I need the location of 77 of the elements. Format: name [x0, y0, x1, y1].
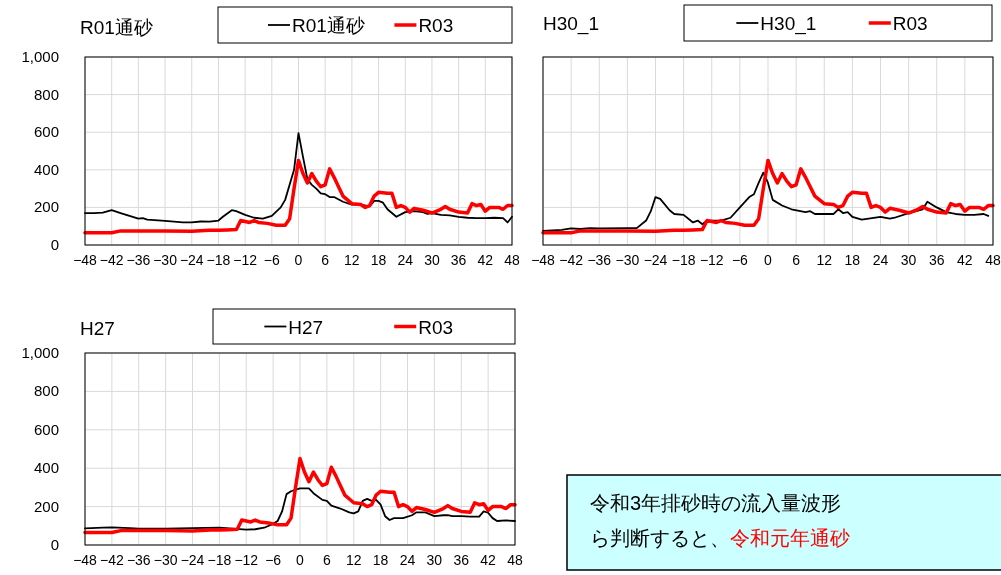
y-tick-label: 800: [33, 85, 59, 103]
x-tick-label: 0: [296, 552, 305, 568]
x-tick-label: 30: [426, 552, 443, 568]
x-tick-label: 30: [900, 252, 917, 268]
y-tick-label: 600: [33, 123, 59, 141]
x-tick-label: −18: [671, 252, 696, 268]
x-tick-label: 30: [424, 252, 440, 268]
legend-label: H30_1: [760, 13, 817, 35]
x-tick-label: −30: [153, 552, 178, 568]
x-tick-label: −18: [207, 552, 232, 568]
y-tick-label: 1,000: [21, 48, 59, 65]
x-tick-label: 24: [399, 552, 416, 568]
x-tick-label: −36: [126, 252, 151, 268]
x-tick-label: 18: [372, 552, 389, 568]
x-tick-label: 48: [504, 252, 520, 268]
text: ら判断すると、: [590, 527, 730, 549]
x-tick-label: 6: [321, 252, 330, 268]
line-series: [83, 158, 514, 235]
x-tick-label: 42: [477, 252, 494, 268]
x-tick-label: 0: [764, 252, 773, 268]
x-tick-label: −48: [73, 552, 98, 568]
x-tick-label: −24: [179, 252, 204, 268]
x-tick-label: −48: [73, 252, 98, 268]
y-tick-label: 200: [33, 198, 59, 216]
legend-label: R01通砂: [291, 15, 365, 36]
text: 令和元年通砂: [730, 527, 850, 549]
x-tick-label: −6: [265, 552, 282, 568]
x-tick-label: −36: [126, 552, 151, 568]
line-series: [83, 456, 517, 535]
x-tick-label: 12: [344, 252, 360, 268]
x-tick-label: 36: [928, 252, 945, 268]
x-tick-label: 6: [792, 252, 801, 268]
x-tick-label: −30: [615, 252, 640, 268]
x-tick-label: 36: [450, 252, 467, 268]
legend-label: H27: [288, 316, 324, 338]
x-tick-label: 48: [507, 552, 523, 568]
x-tick-label: −6: [731, 252, 749, 268]
x-tick-label: −6: [263, 252, 280, 268]
x-tick-label: −30: [153, 252, 178, 268]
x-tick-label: −12: [699, 252, 724, 268]
x-tick-label: 24: [397, 252, 414, 268]
x-tick-label: 18: [844, 252, 861, 268]
x-tick-label: 18: [370, 252, 387, 268]
y-tick-label: 0: [50, 236, 59, 253]
y-tick-label: 400: [33, 160, 59, 178]
x-tick-label: 12: [345, 552, 362, 568]
x-tick-label: −12: [233, 252, 258, 268]
x-tick-label: −12: [234, 552, 259, 568]
legend-label: R03: [418, 316, 454, 338]
x-tick-label: −42: [99, 252, 124, 268]
y-tick-label: 800: [33, 382, 59, 400]
x-tick-label: 0: [294, 252, 303, 268]
x-tick-label: −24: [180, 552, 205, 568]
x-tick-label: 42: [480, 552, 497, 568]
x-tick-label: −36: [587, 252, 612, 268]
chart-title: H30_1: [543, 13, 599, 35]
text: 令和3年排砂時の流入量波形: [590, 492, 842, 514]
chart-title: H27: [80, 318, 115, 339]
legend-label: R03: [418, 15, 454, 36]
y-tick-label: 400: [33, 459, 59, 477]
x-tick-label: −18: [206, 252, 231, 268]
y-tick-label: 200: [33, 497, 59, 515]
x-tick-label: −24: [643, 252, 668, 268]
x-tick-label: −42: [100, 552, 124, 568]
x-tick-label: 6: [322, 552, 331, 568]
x-tick-label: 42: [957, 252, 973, 268]
x-tick-label: 36: [453, 552, 470, 568]
legend-label: R03: [892, 13, 928, 34]
y-tick-label: 1,000: [21, 344, 59, 361]
y-tick-label: 0: [50, 536, 59, 553]
chart-title: R01通砂: [80, 17, 153, 38]
x-tick-label: 12: [816, 252, 833, 268]
y-tick-label: 600: [33, 420, 59, 438]
x-tick-label: 24: [872, 252, 889, 268]
x-tick-label: 48: [985, 252, 1001, 268]
x-tick-label: −48: [531, 252, 556, 268]
x-tick-label: −42: [559, 252, 584, 268]
